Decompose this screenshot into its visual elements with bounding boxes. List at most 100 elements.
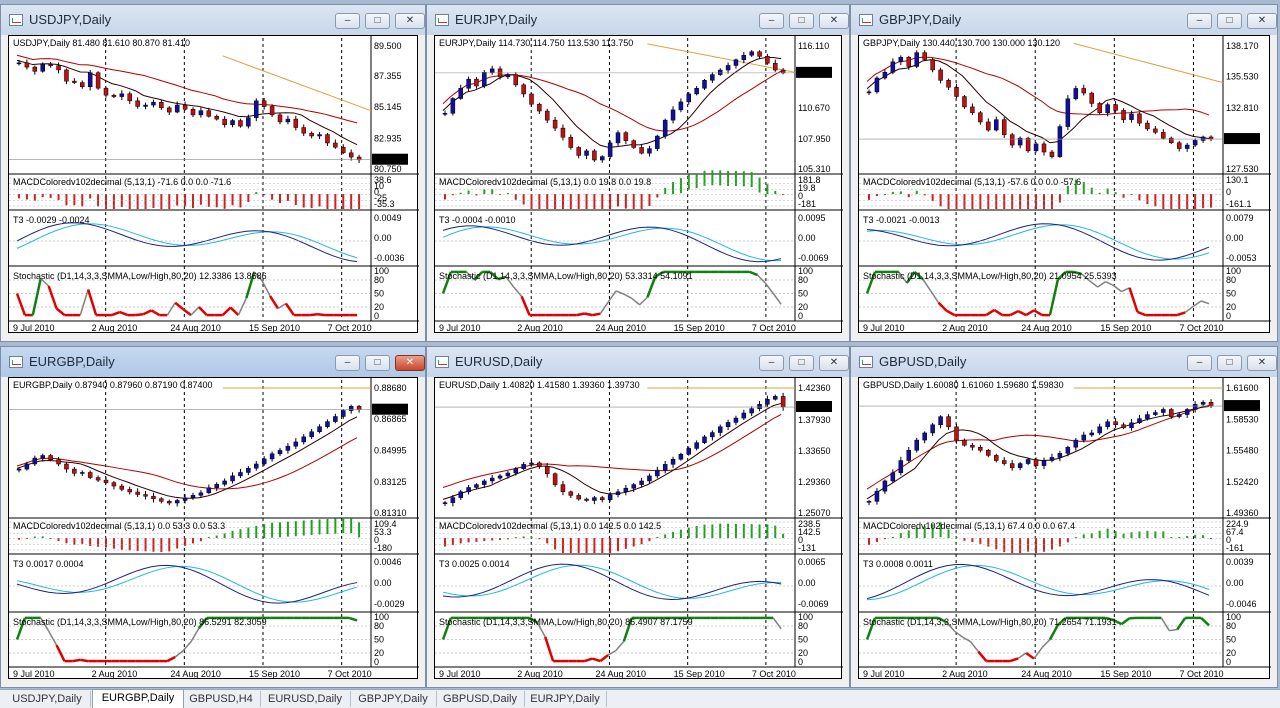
candlestick[interactable] [1161, 409, 1165, 412]
candlestick[interactable] [286, 446, 290, 450]
candlestick[interactable] [1098, 103, 1102, 112]
candlestick[interactable] [569, 492, 573, 496]
candlestick[interactable] [514, 75, 518, 85]
candlestick[interactable] [482, 481, 486, 485]
candlestick[interactable] [231, 121, 235, 125]
candlestick[interactable] [17, 469, 21, 470]
candlestick[interactable] [1074, 88, 1078, 98]
candlestick[interactable] [537, 104, 541, 111]
candlestick[interactable] [640, 481, 644, 485]
window-title-bar[interactable]: USDJPY,Daily–□✕ [1, 5, 425, 35]
candlestick[interactable] [875, 78, 879, 92]
candlestick[interactable] [80, 83, 84, 87]
candlestick[interactable] [655, 136, 659, 149]
candlestick[interactable] [207, 488, 211, 493]
candlestick[interactable] [632, 485, 636, 489]
candlestick[interactable] [96, 73, 100, 88]
window-title-bar[interactable]: GBPJPY,Daily–□✕ [851, 5, 1277, 35]
candlestick[interactable] [159, 499, 163, 502]
candlestick[interactable] [231, 476, 235, 481]
candlestick[interactable] [451, 99, 455, 114]
chart-canvas[interactable]: GBPUSD,Daily 1.60080 1.61060 1.59680 1.5… [859, 378, 1271, 680]
candlestick[interactable] [341, 147, 345, 153]
candlestick[interactable] [1026, 138, 1030, 151]
candlestick[interactable] [175, 105, 179, 112]
candlestick[interactable] [867, 92, 871, 93]
candlestick[interactable] [765, 399, 769, 404]
chart-area[interactable]: EURJPY,Daily 114.730 114.750 113.530 113… [434, 35, 842, 333]
candlestick[interactable] [333, 416, 337, 421]
candlestick[interactable] [585, 151, 589, 156]
minimize-button[interactable]: – [1187, 13, 1212, 29]
candlestick[interactable] [710, 433, 714, 437]
candlestick[interactable] [1106, 105, 1110, 113]
candlestick[interactable] [1074, 440, 1078, 447]
candlestick[interactable] [357, 406, 361, 409]
candlestick[interactable] [451, 498, 455, 503]
candlestick[interactable] [278, 450, 282, 453]
candlestick[interactable] [223, 119, 227, 125]
candlestick[interactable] [986, 122, 990, 130]
candlestick[interactable] [1082, 88, 1086, 93]
candlestick[interactable] [294, 119, 298, 127]
window-title-bar[interactable]: EURJPY,Daily–□✕ [427, 5, 849, 35]
chart-canvas[interactable]: GBPJPY,Daily 130.440 130.700 130.000 130… [859, 36, 1271, 334]
candlestick[interactable] [600, 498, 604, 500]
candlestick[interactable] [537, 463, 541, 467]
candlestick[interactable] [41, 64, 45, 71]
close-button[interactable]: ✕ [819, 355, 849, 371]
chart-canvas[interactable]: EURUSD,Daily 1.40820 1.41580 1.39360 1.3… [435, 378, 843, 680]
candlestick[interactable] [49, 456, 53, 460]
candlestick[interactable] [506, 75, 510, 77]
candlestick[interactable] [742, 55, 746, 60]
candlestick[interactable] [970, 445, 974, 447]
candlestick[interactable] [88, 472, 92, 477]
candlestick[interactable] [962, 440, 966, 445]
candlestick[interactable] [679, 102, 683, 110]
candlestick[interactable] [1177, 415, 1181, 417]
candlestick[interactable] [592, 151, 596, 160]
candlestick[interactable] [1209, 402, 1213, 406]
candlestick[interactable] [72, 469, 76, 473]
trend-line[interactable] [1074, 43, 1223, 82]
close-button[interactable]: ✕ [395, 355, 425, 371]
candlestick[interactable] [1026, 459, 1030, 463]
candlestick[interactable] [104, 480, 108, 483]
candlestick[interactable] [1066, 99, 1070, 127]
candlestick[interactable] [175, 500, 179, 503]
candlestick[interactable] [254, 464, 258, 468]
candlestick[interactable] [310, 432, 314, 437]
candlestick[interactable] [474, 485, 478, 488]
candlestick[interactable] [1145, 415, 1149, 419]
chart-canvas[interactable]: EURJPY,Daily 114.730 114.750 113.530 113… [435, 36, 843, 334]
candlestick[interactable] [781, 70, 785, 73]
candlestick[interactable] [443, 113, 447, 114]
candlestick[interactable] [939, 70, 943, 80]
candlestick[interactable] [120, 486, 124, 489]
trend-line[interactable] [223, 56, 371, 111]
candlestick[interactable] [1193, 140, 1197, 145]
candlestick[interactable] [569, 137, 573, 147]
minimize-button[interactable]: – [759, 13, 784, 29]
candlestick[interactable] [325, 422, 329, 427]
candlestick[interactable] [939, 417, 943, 425]
candlestick[interactable] [726, 422, 730, 426]
trend-line[interactable] [647, 44, 795, 72]
candlestick[interactable] [663, 464, 667, 470]
candlestick[interactable] [577, 147, 581, 155]
candlestick[interactable] [750, 409, 754, 413]
candlestick[interactable] [695, 88, 699, 94]
candlestick[interactable] [215, 484, 219, 487]
window-title-bar[interactable]: EURGBP,Daily–□✕ [1, 347, 425, 377]
candlestick[interactable] [931, 425, 935, 433]
candlestick[interactable] [1177, 143, 1181, 149]
candlestick[interactable] [931, 60, 935, 70]
candlestick[interactable] [522, 464, 526, 468]
chart-tab[interactable]: GBPJPY,Daily [350, 691, 437, 707]
candlestick[interactable] [254, 101, 258, 118]
candlestick[interactable] [72, 81, 76, 82]
candlestick[interactable] [545, 467, 549, 474]
minimize-button[interactable]: – [1187, 355, 1212, 371]
candlestick[interactable] [64, 464, 68, 469]
chart-area[interactable]: GBPJPY,Daily 130.440 130.700 130.000 130… [858, 35, 1270, 333]
